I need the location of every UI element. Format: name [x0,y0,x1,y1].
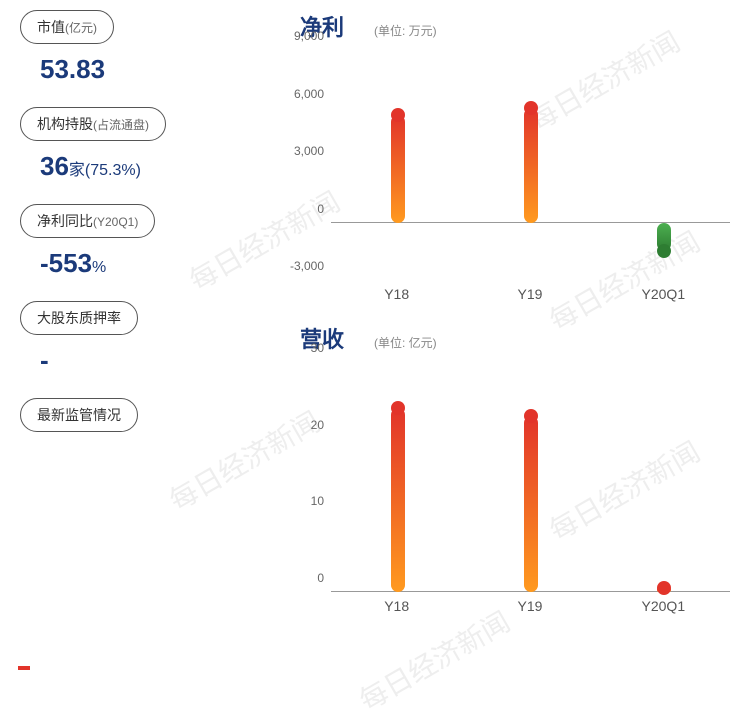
metric-regulation: 最新监管情况 [20,398,250,446]
y-tick-label: -3,000 [290,259,324,273]
bar-cap-icon [657,244,671,258]
chart-bar [524,416,538,592]
metric-value: 53.83 [20,44,250,89]
chart-y-axis: -3,00003,0006,0009,000 [270,50,330,280]
metric-label: 净利同比 [37,213,93,229]
metric-label: 大股东质押率 [37,310,121,326]
y-tick-label: 30 [311,341,324,355]
chart-net-profit: 净利 (单位: 万元) -3,000 0 3,000 6,000 9,000 Y18Y1… [270,10,730,302]
metric-label: 市值 [37,19,65,35]
bar-cap-icon [391,108,405,122]
metric-value: 36家(75.3%) [20,141,250,186]
x-tick-label: Y20Q1 [597,598,730,614]
x-tick-label: Y20Q1 [597,286,730,302]
metric-pill: 机构持股(占流通盘) [20,107,166,141]
chart-bar [524,108,538,223]
bar-cap-icon [391,401,405,415]
right-panel: 净利 (单位: 万元) -3,00003,0006,0009,000 Y18Y1… [260,0,750,676]
metric-value: - [20,335,250,380]
x-tick-label: Y19 [463,598,596,614]
metric-value-unit: 家(75.3%) [69,162,141,179]
chart-plot-area: 0102030 [270,362,730,592]
metric-pill: 最新监管情况 [20,398,138,432]
metric-value-number: - [40,345,49,375]
y-tick-label: 9,000 [294,29,324,43]
metric-inst-holding: 机构持股(占流通盘) 36家(75.3%) [20,107,250,186]
y-tick-label: 3,000 [294,144,324,158]
metric-pill: 市值(亿元) [20,10,114,44]
chart-x-labels: Y18Y19Y20Q1 [270,598,730,614]
x-tick-label: Y18 [330,286,463,302]
y-tick-label: 0 [317,202,324,216]
left-panel: 市值(亿元) 53.83 机构持股(占流通盘) 36家(75.3%) 净利同比(… [0,0,260,676]
y-tick-label: 20 [311,418,324,432]
metric-pill: 大股东质押率 [20,301,138,335]
chart-unit-label: (单位: 亿元) [374,334,437,351]
chart-plot [330,50,730,280]
metric-sub: (亿元) [65,21,97,35]
chart-plot-area: -3,00003,0006,0009,000 [270,50,730,280]
main-container: 市值(亿元) 53.83 机构持股(占流通盘) 36家(75.3%) 净利同比(… [0,0,750,676]
bar-cap-icon [524,409,538,423]
metric-value-number: 53.83 [40,54,105,84]
metric-market-cap: 市值(亿元) 53.83 [20,10,250,89]
x-tick-label: Y19 [463,286,596,302]
chart-bar [391,408,405,592]
chart-header: 营收 (单位: 亿元) [270,322,730,354]
chart-header: 净利 (单位: 万元) [270,10,730,42]
metric-label: 最新监管情况 [37,407,121,423]
metric-net-profit-yoy: 净利同比(Y20Q1) -553% [20,204,250,283]
metric-value [20,432,250,446]
chart-unit-label: (单位: 万元) [374,22,437,39]
chart-plot [330,362,730,592]
metric-value-number: 36 [40,151,69,181]
bar-cap-icon [657,581,671,595]
chart-x-labels: Y18Y19Y20Q1 [270,286,730,302]
metric-sub: (占流通盘) [93,118,149,132]
bar-cap-icon [524,101,538,115]
metric-label: 机构持股 [37,116,93,132]
metric-pledge-rate: 大股东质押率 - [20,301,250,380]
y-tick-label: 10 [311,494,324,508]
metric-value-number: -553 [40,248,92,278]
metric-sub: (Y20Q1) [93,215,138,229]
metric-pill: 净利同比(Y20Q1) [20,204,155,238]
y-tick-label: 0 [317,571,324,585]
y-tick-label: 6,000 [294,87,324,101]
metric-value: -553% [20,238,250,283]
metric-value-unit: % [92,259,106,276]
chart-y-axis: 0102030 [270,362,330,592]
chart-revenue: 营收 (单位: 亿元) 0 10 20 30 Y18Y19Y20Q1 [270,322,730,614]
x-tick-label: Y18 [330,598,463,614]
chart-bar [391,115,405,222]
